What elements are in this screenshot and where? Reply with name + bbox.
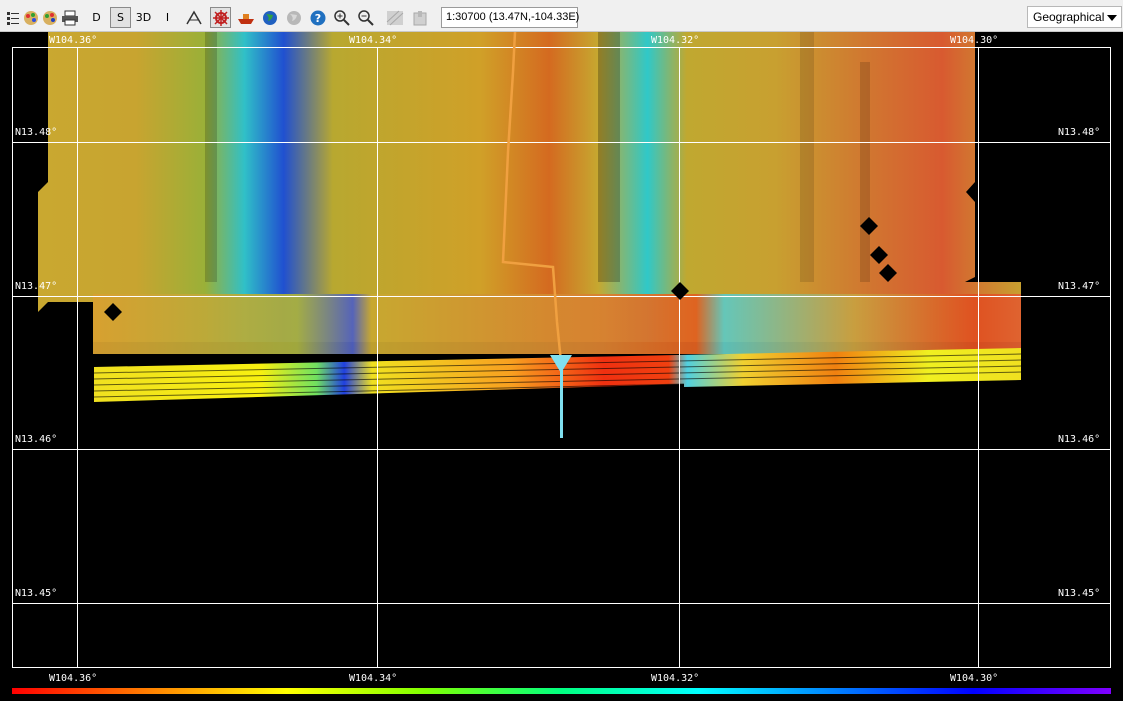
vessel-marker[interactable] xyxy=(550,355,572,438)
layers-icon[interactable] xyxy=(2,7,23,28)
depth-color-legend xyxy=(12,688,1111,694)
waypoint-marker xyxy=(860,217,878,235)
projection-label: Geographical xyxy=(1033,10,1105,24)
waypoint-markers xyxy=(104,217,897,321)
lat-label-right-4: N13.45° xyxy=(1058,588,1101,599)
lon-label-bottom-2: W104.34° xyxy=(349,673,398,684)
lon-label-top-2: W104.34° xyxy=(349,35,398,46)
coordinate-grid xyxy=(12,47,1111,668)
globe-icon[interactable] xyxy=(259,7,280,28)
bathymetry-layer xyxy=(38,32,1021,354)
ship-track xyxy=(501,32,563,363)
waypoint-marker xyxy=(879,264,897,282)
waypoint-marker xyxy=(870,246,888,264)
toolbar: D S 3D I ? 1:30700 (13.47N,-104.33E) Geo… xyxy=(0,0,1123,32)
hatch-disabled-icon xyxy=(384,7,405,28)
lat-label-left-4: N13.45° xyxy=(15,588,58,599)
help-icon[interactable]: ? xyxy=(307,7,328,28)
palette-icon[interactable] xyxy=(20,7,41,28)
3d-button[interactable]: 3D xyxy=(135,11,152,24)
lon-label-top-3: W104.32° xyxy=(651,35,700,46)
lat-label-left-1: N13.48° xyxy=(15,127,58,138)
lon-label-bottom-3: W104.32° xyxy=(651,673,700,684)
lon-label-bottom-1: W104.36° xyxy=(49,673,98,684)
d-button[interactable]: D xyxy=(92,11,101,24)
export-disabled-icon xyxy=(409,7,430,28)
measure-icon[interactable] xyxy=(183,7,204,28)
lon-label-bottom-4: W104.30° xyxy=(950,673,999,684)
lat-label-right-2: N13.47° xyxy=(1058,281,1101,292)
lat-label-left-3: N13.46° xyxy=(15,434,58,445)
waypoint-marker xyxy=(104,303,122,321)
lon-label-top-4: W104.30° xyxy=(950,35,999,46)
lon-label-top-1: W104.36° xyxy=(49,35,98,46)
i-button[interactable]: I xyxy=(165,11,170,24)
waypoint-marker xyxy=(671,282,689,300)
chevron-down-icon xyxy=(1107,15,1117,21)
boat-icon[interactable] xyxy=(235,7,256,28)
lat-label-right-3: N13.46° xyxy=(1058,434,1101,445)
lat-label-right-1: N13.48° xyxy=(1058,127,1101,138)
zoom-in-icon[interactable] xyxy=(331,7,352,28)
scale-position-readout: 1:30700 (13.47N,-104.33E) xyxy=(441,7,579,28)
projection-dropdown[interactable]: Geographical xyxy=(1027,6,1122,28)
svg-text:?: ? xyxy=(314,12,320,25)
print-icon[interactable] xyxy=(59,7,80,28)
ship-wheel-icon[interactable] xyxy=(210,7,231,28)
lat-label-left-2: N13.47° xyxy=(15,281,58,292)
palette-edit-icon[interactable] xyxy=(39,7,60,28)
zoom-out-icon[interactable] xyxy=(355,7,376,28)
globe-disabled-icon xyxy=(283,7,304,28)
s-button[interactable]: S xyxy=(110,7,131,28)
map-view[interactable]: W104.36° W104.34° W104.32° W104.30° W104… xyxy=(0,32,1123,685)
